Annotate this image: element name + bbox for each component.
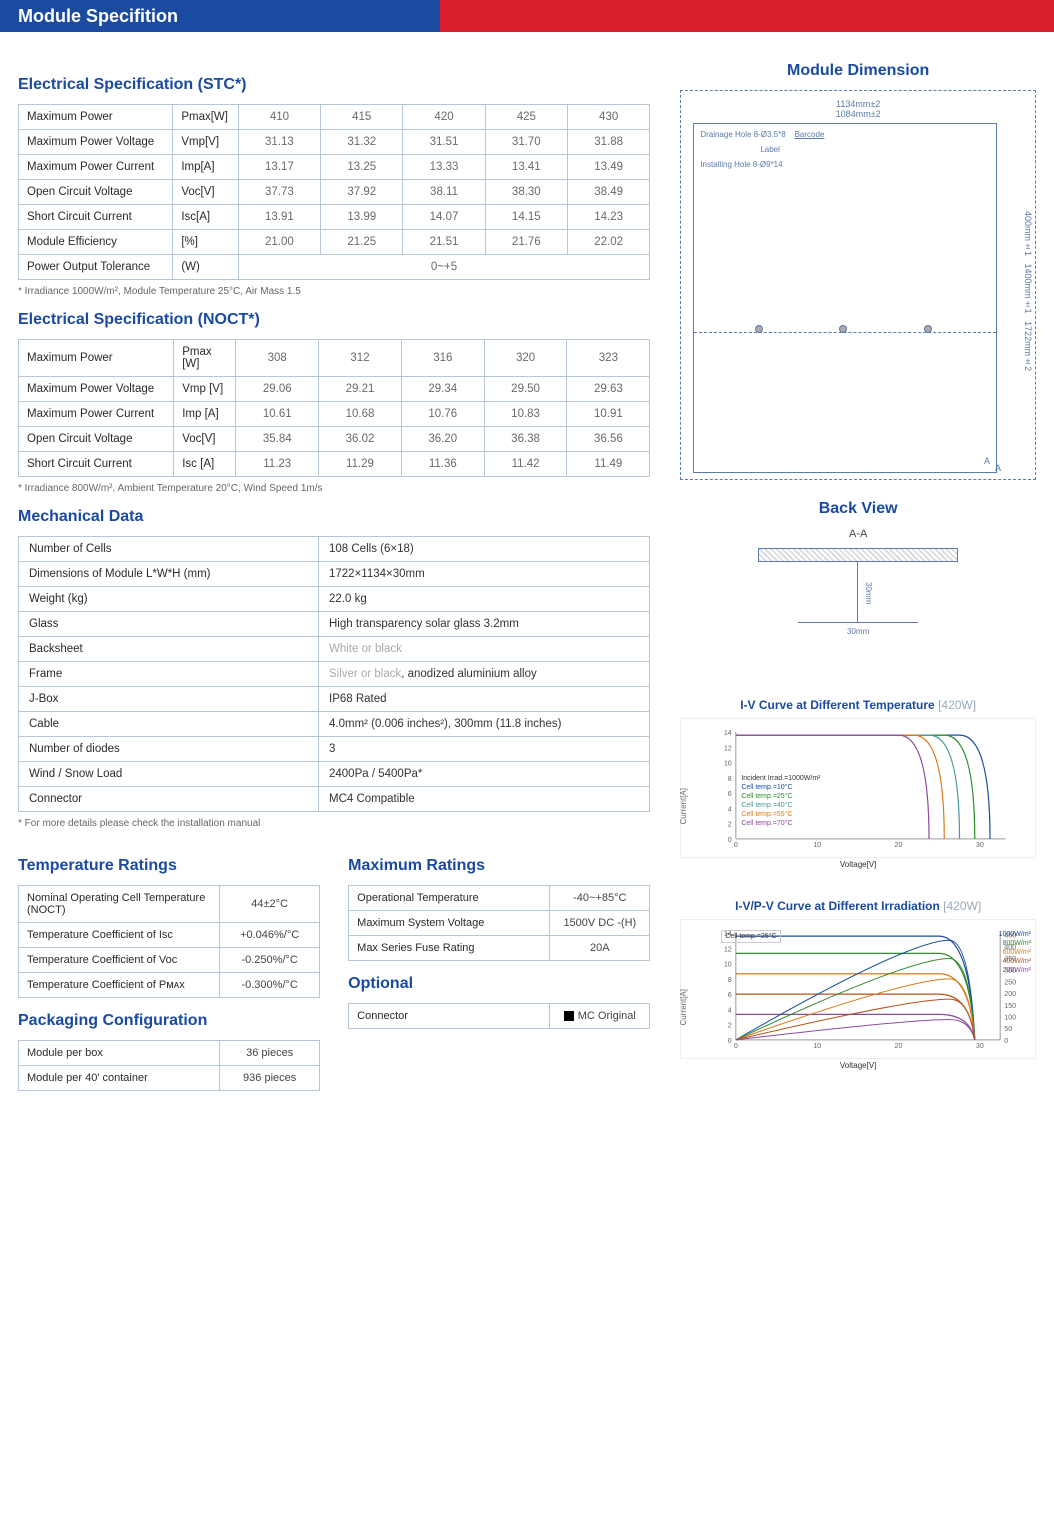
svg-text:4: 4 — [728, 1006, 732, 1014]
banner-red-stripe — [420, 0, 1054, 32]
svg-text:10: 10 — [724, 760, 732, 768]
iv-curve-chart: Current[A] 024681012140102030 Incident I… — [680, 718, 1036, 858]
max-table: Operational Temperature-40~+85°CMaximum … — [348, 885, 650, 961]
temp-table: Nominal Operating Cell Temperature (NOCT… — [18, 885, 320, 998]
svg-text:0: 0 — [734, 1042, 738, 1050]
noct-table: Maximum PowerPmax [W]308312316320323Maxi… — [18, 339, 650, 477]
chart1-xlabel: Voltage[V] — [680, 860, 1036, 869]
svg-text:8: 8 — [728, 775, 732, 783]
stc-footnote: * Irradiance 1000W/m², Module Temperatur… — [18, 286, 650, 297]
svg-text:4: 4 — [728, 805, 732, 813]
svg-text:200: 200 — [1005, 990, 1017, 998]
svg-text:8: 8 — [728, 976, 732, 984]
svg-text:50: 50 — [1005, 1025, 1013, 1033]
opt-table: ConnectorMC Original — [348, 1003, 650, 1029]
svg-text:10: 10 — [724, 961, 732, 969]
stc-table: Maximum PowerPmax[W]410415420425430Maxim… — [18, 104, 650, 280]
mech-table: Number of Cells108 Cells (6×18)Dimension… — [18, 536, 650, 812]
svg-text:10: 10 — [814, 1042, 822, 1050]
banner-title: Module Specifition — [0, 0, 440, 32]
mech-title: Mechanical Data — [18, 508, 650, 526]
pack-table: Module per box36 piecesModule per 40' co… — [18, 1040, 320, 1091]
dimension-title: Module Dimension — [680, 62, 1036, 80]
svg-text:2: 2 — [728, 821, 732, 829]
svg-text:150: 150 — [1005, 1002, 1017, 1010]
dimension-diagram: 1134mm±21084mm±2 Drainage Hole 8-Ø3.5*8 … — [680, 90, 1036, 480]
svg-text:100: 100 — [1005, 1014, 1017, 1022]
pack-title: Packaging Configuration — [18, 1012, 320, 1030]
svg-text:6: 6 — [728, 991, 732, 999]
chart2-title: I-V/P-V Curve at Different Irradiation [… — [680, 899, 1036, 913]
svg-text:30: 30 — [976, 841, 984, 849]
max-title: Maximum Ratings — [348, 857, 650, 875]
svg-text:250: 250 — [1005, 978, 1017, 986]
ivpv-curve-chart: Current[A] 02468101214010203005010015020… — [680, 919, 1036, 1059]
temp-title: Temperature Ratings — [18, 857, 320, 875]
svg-text:12: 12 — [724, 945, 732, 953]
header-banner: Module Specifition — [0, 0, 1054, 32]
svg-text:0: 0 — [728, 836, 732, 844]
svg-text:14: 14 — [724, 729, 732, 737]
svg-text:2: 2 — [728, 1022, 732, 1030]
svg-text:6: 6 — [728, 790, 732, 798]
noct-title: Electrical Specification (NOCT*) — [18, 311, 650, 329]
svg-text:0: 0 — [728, 1037, 732, 1045]
mech-footnote: * For more details please check the inst… — [18, 818, 650, 829]
svg-text:12: 12 — [724, 744, 732, 752]
svg-text:0: 0 — [734, 841, 738, 849]
svg-text:10: 10 — [814, 841, 822, 849]
svg-text:20: 20 — [895, 1042, 903, 1050]
svg-text:0: 0 — [1005, 1037, 1009, 1045]
stc-title: Electrical Specification (STC*) — [18, 76, 650, 94]
chart1-title: I-V Curve at Different Temperature [420W… — [680, 698, 1036, 712]
chart2-xlabel: Voltage[V] — [680, 1061, 1036, 1070]
svg-text:20: 20 — [895, 841, 903, 849]
backview-section: Back View A-A 30mm 30mm — [680, 500, 1036, 668]
svg-text:30: 30 — [976, 1042, 984, 1050]
opt-title: Optional — [348, 975, 650, 993]
noct-footnote: * Irradiance 800W/m², Ambient Temperatur… — [18, 483, 650, 494]
